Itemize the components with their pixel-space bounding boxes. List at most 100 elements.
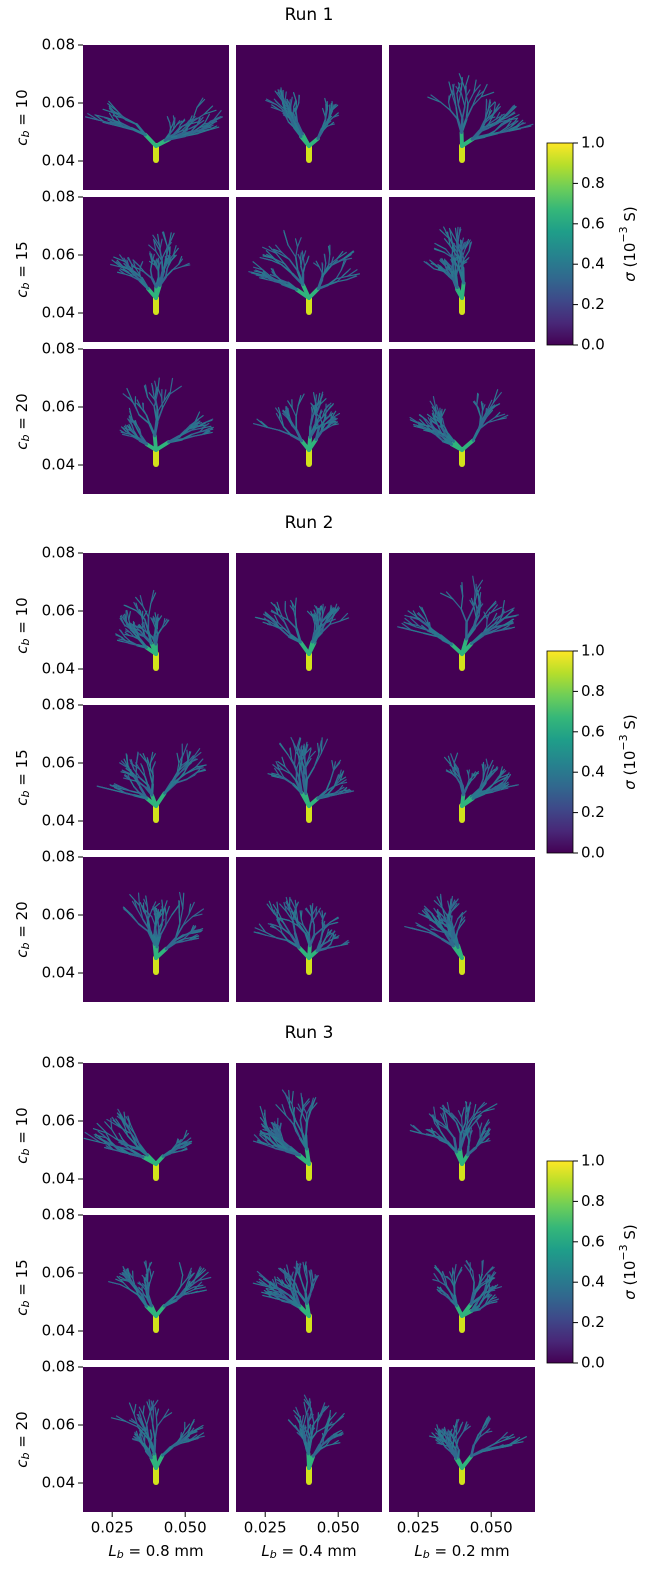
branch [441, 1289, 449, 1296]
branch [426, 413, 436, 421]
branch [306, 1451, 311, 1470]
branch [312, 1414, 321, 1427]
branch [477, 1298, 485, 1308]
branch [281, 264, 294, 275]
branch [464, 1111, 467, 1125]
branch [307, 748, 312, 760]
branch [183, 1288, 196, 1295]
branch [192, 433, 205, 437]
branch [115, 1278, 124, 1284]
branch [272, 257, 283, 266]
branch [257, 931, 267, 936]
branch [431, 431, 439, 437]
branch [162, 1412, 173, 1419]
branch [444, 1441, 454, 1450]
panel-image [236, 197, 382, 342]
label-text: = 20 [13, 901, 31, 942]
panel-image [83, 1215, 229, 1360]
branch [313, 412, 318, 418]
y-tick-label: 0.04 [42, 1170, 75, 1188]
branch [425, 419, 434, 429]
label-text: = 10 [13, 1107, 31, 1148]
branch [125, 430, 132, 436]
panel [389, 197, 535, 342]
branch [290, 757, 298, 770]
branch [482, 1103, 498, 1113]
branch [433, 900, 444, 910]
branch [201, 418, 214, 425]
branch [122, 427, 127, 432]
branch [122, 1272, 131, 1279]
branch [271, 772, 280, 776]
branch [274, 90, 283, 102]
branch [154, 1406, 158, 1418]
branch [335, 269, 342, 280]
branch [505, 120, 517, 129]
branch [123, 775, 132, 781]
panel-image [389, 705, 535, 850]
branch [485, 1417, 491, 1428]
branch [327, 420, 337, 424]
branch [152, 259, 156, 266]
symbol: c [13, 441, 31, 450]
branch [203, 124, 214, 130]
branch [287, 619, 298, 630]
branch [497, 126, 508, 135]
subscript: b [19, 434, 32, 441]
tree [252, 1260, 319, 1333]
branch [490, 1301, 498, 1304]
y-tick-label: 0.04 [42, 456, 75, 474]
branch [116, 639, 123, 643]
branch [187, 1418, 195, 1432]
branch [303, 1401, 308, 1415]
branch [149, 1441, 156, 1456]
branch [121, 791, 136, 797]
branch [166, 241, 172, 250]
branch [153, 259, 157, 266]
branch [138, 413, 151, 425]
branch [498, 785, 505, 790]
branch [182, 936, 193, 940]
branch [308, 934, 316, 948]
branch [175, 1144, 182, 1150]
branch [279, 279, 290, 284]
branch [279, 628, 291, 638]
panel [236, 1215, 382, 1360]
branch [282, 89, 284, 105]
branch [324, 402, 332, 411]
branch [300, 918, 305, 927]
branch [492, 103, 500, 115]
branch [138, 1411, 143, 1423]
branch [310, 1424, 314, 1441]
branch [346, 275, 358, 281]
branch [155, 934, 160, 949]
branch [178, 891, 184, 910]
branch [448, 227, 458, 243]
chart-title: Run 1 [285, 5, 334, 25]
branch [447, 1128, 456, 1139]
branch [256, 418, 268, 428]
branch [303, 758, 309, 770]
branch [310, 1269, 314, 1280]
branch [424, 908, 433, 915]
row-label: cb = 15 [13, 1259, 33, 1315]
branch [203, 120, 218, 125]
branch [480, 1281, 489, 1287]
branch [153, 238, 157, 252]
branch [487, 759, 494, 771]
branch [327, 416, 336, 424]
branch [276, 1130, 283, 1142]
branch [437, 920, 443, 928]
branch [193, 1286, 206, 1290]
branch [156, 377, 160, 394]
branch [429, 1130, 436, 1136]
branch [436, 929, 447, 934]
branch [284, 622, 292, 636]
branch [305, 1293, 312, 1305]
branch [108, 100, 118, 112]
branch [342, 270, 349, 277]
tree [110, 231, 191, 315]
branch [483, 130, 496, 138]
branch [492, 788, 500, 793]
colorbar-tick-label: 1.0 [581, 134, 605, 152]
